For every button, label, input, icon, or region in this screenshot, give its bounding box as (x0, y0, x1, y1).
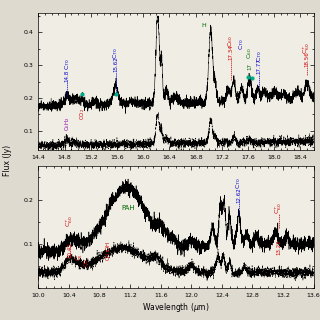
Text: C$_{70}$: C$_{70}$ (111, 47, 120, 59)
Text: 12.62: 12.62 (236, 187, 241, 203)
Text: C$_6$H$_2$: C$_6$H$_2$ (63, 116, 72, 131)
Text: C$_6^{+}$: C$_6^{+}$ (75, 252, 85, 260)
Text: C$_{60}$: C$_{60}$ (245, 47, 254, 59)
Text: 10.45: 10.45 (67, 242, 72, 258)
Text: Flux (Jy): Flux (Jy) (4, 144, 12, 176)
Text: 15.62: 15.62 (113, 57, 118, 72)
Text: C$_{60}^{+}$: C$_{60}^{+}$ (65, 215, 75, 227)
X-axis label: Wavelength ($\mu$m): Wavelength ($\mu$m) (142, 300, 210, 314)
Text: 18.56: 18.56 (305, 51, 309, 67)
Text: 14.8: 14.8 (65, 70, 70, 82)
Text: 17.77: 17.77 (257, 59, 262, 74)
Text: 17: 17 (247, 63, 252, 70)
Text: CO: CO (84, 258, 89, 266)
Text: 13.22: 13.22 (277, 240, 282, 255)
Text: C$_{60}^{+}$: C$_{60}^{+}$ (274, 202, 284, 214)
Text: H: H (201, 22, 206, 28)
Text: C$_{60}^{+}$: C$_{60}^{+}$ (302, 42, 312, 54)
Text: CO$_2$: CO$_2$ (78, 108, 87, 120)
Text: CH$_3$OH: CH$_3$OH (104, 241, 113, 261)
Text: C$_{70}$: C$_{70}$ (237, 39, 246, 51)
Text: PAH: PAH (122, 204, 135, 211)
Text: C$_{70}$: C$_{70}$ (63, 59, 72, 70)
Text: C$_{60}$: C$_{60}$ (227, 36, 236, 47)
Text: C$_{70}$: C$_{70}$ (255, 50, 264, 62)
Text: 17.34: 17.34 (228, 44, 234, 60)
Text: C$_{70}$: C$_{70}$ (234, 177, 243, 188)
